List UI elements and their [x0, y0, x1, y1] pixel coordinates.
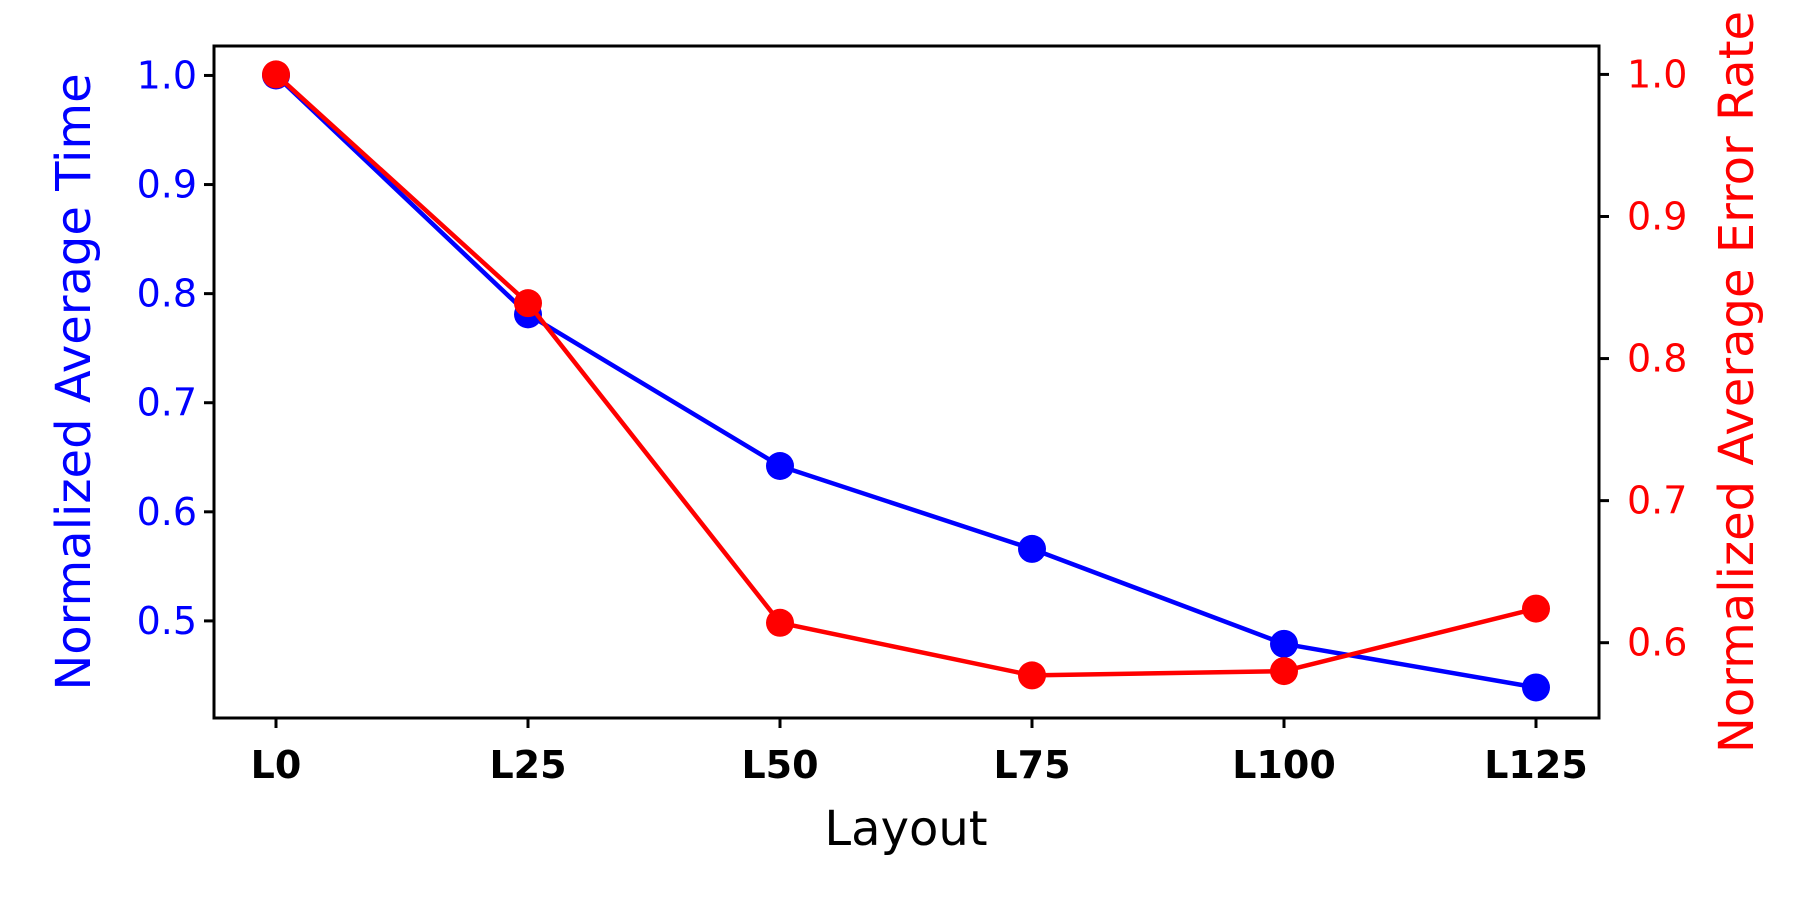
- series-line-time: [274, 73, 1537, 690]
- data-point-time: [766, 452, 794, 480]
- left-tick-label: 1.0: [137, 53, 197, 97]
- right-tick-label: 0.9: [1627, 194, 1687, 238]
- series-layer: [262, 60, 1550, 702]
- x-axis-title: Layout: [824, 801, 987, 857]
- left-axis-title: Normalized Average Time: [46, 73, 102, 690]
- x-tick-label: L75: [993, 743, 1070, 787]
- x-tick-label: L50: [741, 743, 818, 787]
- left-tick-label: 0.6: [137, 490, 197, 534]
- x-tick-label: L125: [1484, 743, 1588, 787]
- plot-frame: [212, 44, 1601, 720]
- right-tick-label: 0.6: [1627, 621, 1687, 665]
- data-point-time: [1018, 534, 1046, 563]
- left-tick-label: 0.7: [137, 381, 197, 425]
- data-point-time: [1270, 629, 1298, 658]
- data-point-error-rate: [1270, 657, 1298, 686]
- data-point-error-rate: [1522, 594, 1550, 623]
- x-axis-ticks: L0 L25 L50 L75 L100 L125: [251, 718, 1588, 787]
- data-point-error-rate: [262, 60, 290, 89]
- data-point-error-rate: [514, 289, 542, 318]
- left-tick-label: 0.8: [137, 272, 197, 316]
- data-point-error-rate: [766, 608, 794, 637]
- right-axis-title: Normalized Average Error Rate: [1709, 11, 1765, 753]
- x-tick-label: L0: [251, 743, 302, 787]
- data-point-error-rate: [1018, 661, 1046, 690]
- left-tick-label: 0.9: [137, 163, 197, 207]
- right-tick-label: 0.8: [1627, 337, 1687, 381]
- data-point-time: [1522, 673, 1550, 702]
- right-tick-label: 0.7: [1627, 479, 1687, 523]
- left-tick-label: 0.5: [137, 599, 197, 643]
- x-tick-label: L25: [489, 743, 566, 787]
- right-axis-ticks: 0.6 0.7 0.8 0.9 1.0: [1599, 52, 1687, 665]
- left-axis-ticks: 0.5 0.6 0.7 0.8 0.9 1.0: [137, 53, 214, 643]
- series-line-error-rate: [274, 72, 1537, 678]
- x-tick-label: L100: [1232, 743, 1336, 787]
- right-tick-label: 1.0: [1627, 52, 1687, 96]
